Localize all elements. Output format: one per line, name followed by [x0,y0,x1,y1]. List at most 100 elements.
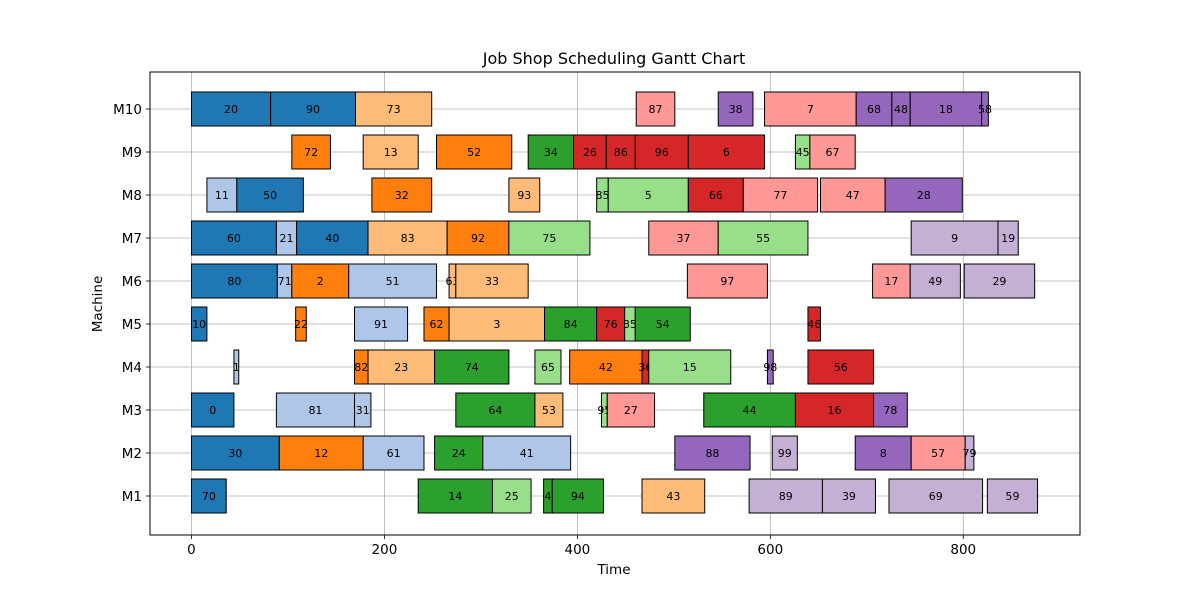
task-bar [717,91,754,127]
task-bar [606,392,656,428]
task-label: 39 [842,490,856,503]
task-label: 13 [384,146,398,159]
task-label: 19 [1001,232,1015,245]
task-label: 94 [571,490,585,503]
task-label: 1 [233,361,240,374]
task-bar [807,349,875,385]
y-tick-label: M2 [122,446,142,462]
task-bar [884,177,963,213]
task-bar [482,435,572,471]
task-label: 2 [317,275,324,288]
task-label: 30 [228,447,242,460]
task-label: 3 [493,318,500,331]
task-label: 7 [807,103,814,116]
task-bar [909,263,961,299]
task-bar [434,349,510,385]
task-label: 99 [778,447,792,460]
task-label: 77 [773,189,787,202]
task-label: 79 [963,447,977,460]
task-label: 26 [583,146,597,159]
task-label: 12 [314,447,328,460]
task-bar [596,306,626,342]
task-label: 37 [676,232,690,245]
task-label: 34 [544,146,558,159]
task-label: 14 [448,490,462,503]
task-label: 17 [884,275,898,288]
task-bar [455,263,529,299]
task-label: 54 [656,318,670,331]
task-label: 18 [939,103,953,116]
task-label: 24 [452,447,466,460]
task-label: 53 [542,404,556,417]
task-label: 51 [386,275,400,288]
task-label: 66 [709,189,723,202]
task-label: 84 [564,318,578,331]
task-bar [634,306,691,342]
task-label: 97 [720,275,734,288]
task-bar [748,478,823,514]
task-label: 56 [834,361,848,374]
task-bar [910,220,999,256]
task-label: 96 [655,146,669,159]
task-label: 65 [541,361,555,374]
task-bar [354,392,372,428]
task-label: 10 [192,318,206,331]
task-bar [873,392,908,428]
task-bar [190,263,278,299]
task-bar [534,392,564,428]
y-tick-label: M9 [122,145,142,161]
task-bar [436,134,513,170]
task-bar [296,220,369,256]
task-label: 75 [542,232,556,245]
task-bar [455,392,536,428]
task-bar [742,177,819,213]
task-label: 44 [743,404,757,417]
task-bar [855,91,893,127]
task-label: 61 [387,447,401,460]
task-label: 48 [894,103,908,116]
task-bar [648,349,732,385]
task-label: 25 [505,490,519,503]
task-label: 11 [215,189,229,202]
task-label: 15 [683,361,697,374]
task-bar [573,134,607,170]
task-bar [508,220,591,256]
task-label: 28 [917,189,931,202]
task-bar [544,306,598,342]
task-label: 8 [880,447,887,460]
y-tick-label: M4 [122,360,142,376]
task-bar [794,392,875,428]
task-label: 31 [356,404,370,417]
task-bar [607,177,689,213]
task-bar [354,306,409,342]
task-label: 81 [308,404,322,417]
task-label: 0 [209,404,216,417]
task-label: 21 [280,232,294,245]
task-label: 80 [227,275,241,288]
task-label: 9 [951,232,958,245]
y-tick-label: M3 [122,403,142,419]
task-label: 86 [614,146,628,159]
task-label: 59 [1005,490,1019,503]
task-bar [291,134,331,170]
task-label: 4 [544,490,551,503]
task-bar [233,349,240,385]
task-bar [821,478,876,514]
task-label: 42 [599,361,613,374]
task-label: 98 [763,361,777,374]
x-tick-label: 200 [372,542,398,558]
task-label: 90 [306,103,320,116]
task-bar [910,435,966,471]
task-label: 27 [624,404,638,417]
y-axis-label: Machine [90,276,106,333]
task-label: 47 [846,189,860,202]
task-label: 52 [467,146,481,159]
task-label: 45 [796,146,810,159]
task-bar [508,177,541,213]
task-bar [371,177,433,213]
task-label: 46 [807,318,821,331]
task-bar [981,91,989,127]
